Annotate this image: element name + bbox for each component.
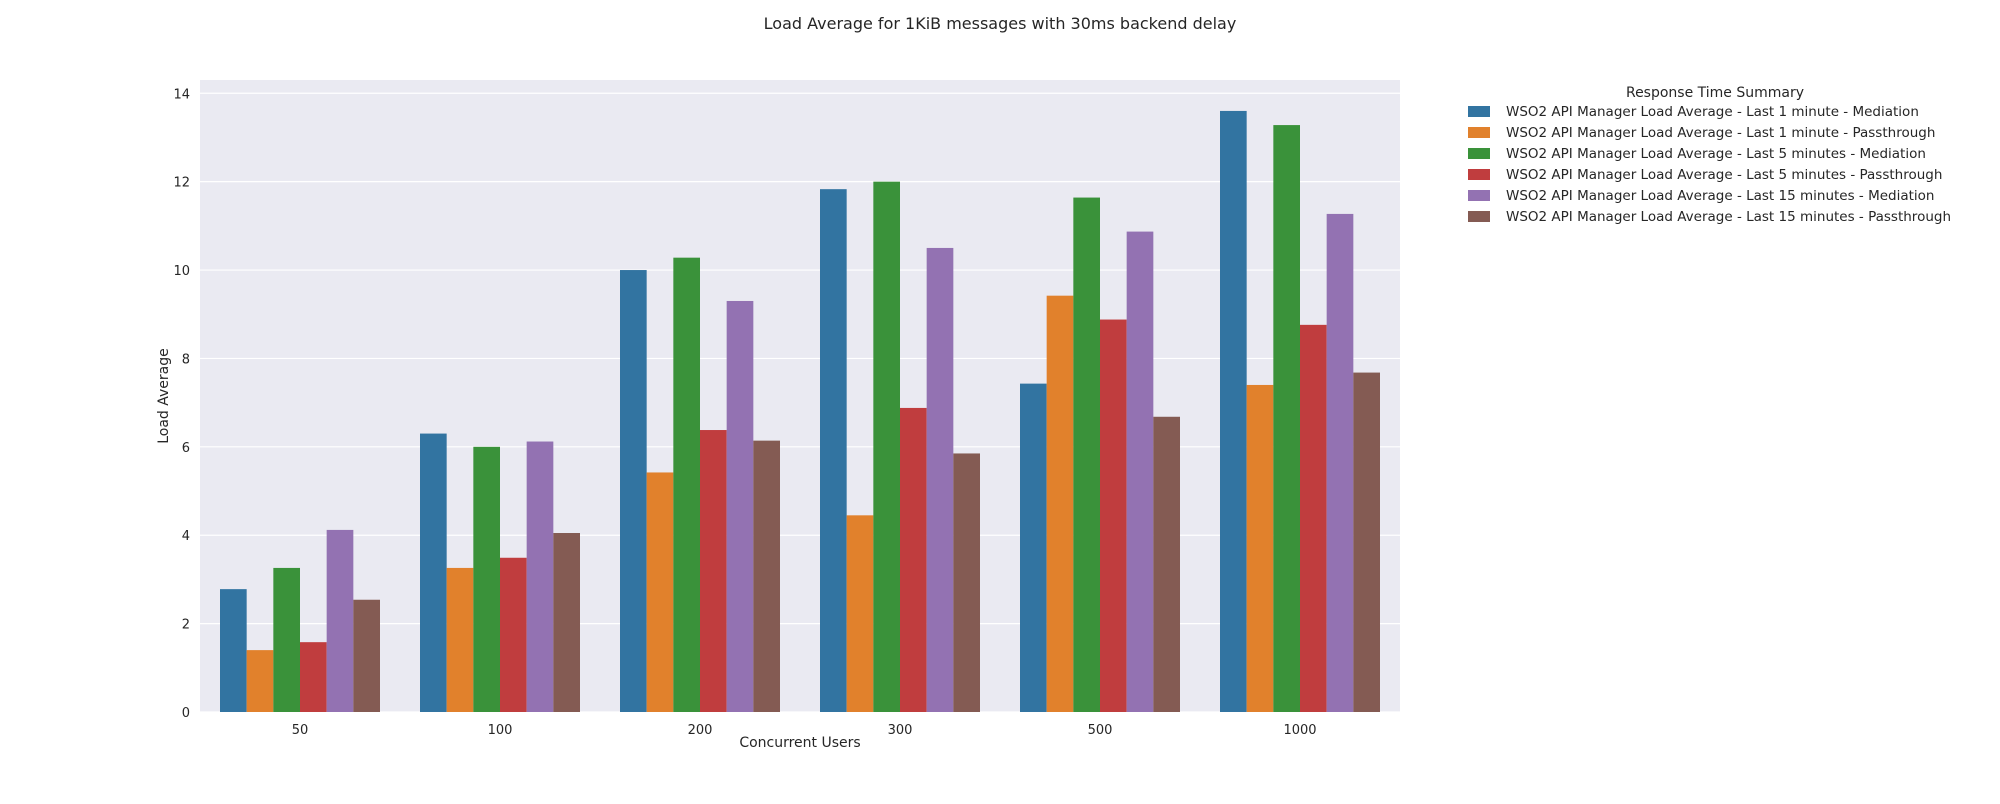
x-tick-label: 100 — [488, 723, 513, 738]
bar — [953, 453, 980, 712]
legend-swatch — [1468, 106, 1490, 117]
bar — [526, 441, 554, 712]
legend: Response Time Summary WSO2 API Manager L… — [1468, 85, 1951, 225]
y-tick-label: 2 — [182, 618, 190, 633]
legend-label: WSO2 API Manager Load Average - Last 15 … — [1506, 209, 1951, 225]
legend-swatch — [1468, 127, 1490, 138]
bar — [1326, 213, 1354, 713]
y-tick-label: 12 — [173, 176, 190, 191]
bar — [220, 589, 247, 712]
y-axis: 0 2 4 6 8 10 12 14 — [173, 87, 190, 721]
y-tick-label: 0 — [182, 706, 190, 721]
bar — [1020, 383, 1047, 712]
bar — [1126, 231, 1154, 712]
bar — [726, 300, 754, 712]
bar — [700, 430, 727, 712]
bar — [926, 247, 954, 712]
x-tick-label: 50 — [292, 723, 309, 738]
y-tick-label: 6 — [182, 441, 190, 456]
bar — [900, 407, 927, 712]
bar — [753, 440, 780, 712]
legend-swatch — [1468, 211, 1490, 222]
bar — [673, 257, 700, 712]
bar — [420, 433, 447, 712]
legend-label: WSO2 API Manager Load Average - Last 1 m… — [1506, 125, 1935, 141]
y-tick-label: 8 — [182, 352, 190, 367]
plot-background — [200, 80, 1400, 712]
legend-label: WSO2 API Manager Load Average - Last 5 m… — [1506, 146, 1926, 162]
y-tick-label: 4 — [182, 529, 190, 544]
legend-swatch — [1468, 190, 1490, 201]
bar — [246, 650, 274, 712]
bar — [820, 189, 847, 712]
x-axis-label: Concurrent Users — [739, 735, 860, 751]
bars — [220, 110, 1380, 713]
bar — [353, 599, 380, 712]
bar — [1073, 197, 1100, 712]
x-tick-label: 500 — [1088, 723, 1113, 738]
x-axis: 50 100 200 300 500 1000 — [292, 723, 1317, 738]
legend-label: WSO2 API Manager Load Average - Last 15 … — [1506, 188, 1935, 204]
legend-label: WSO2 API Manager Load Average - Last 5 m… — [1506, 167, 1942, 183]
y-axis-label: Load Average — [156, 348, 172, 444]
bar — [873, 181, 900, 713]
bar — [473, 446, 500, 712]
bar — [1353, 372, 1380, 712]
bar — [326, 529, 354, 712]
x-tick-label: 1000 — [1283, 723, 1316, 738]
legend-title: Response Time Summary — [1626, 85, 1804, 101]
bar — [1100, 319, 1127, 712]
bar — [1153, 416, 1180, 712]
bar — [1300, 324, 1327, 712]
gridlines — [200, 92, 1400, 713]
bar — [273, 567, 300, 712]
bar — [1273, 125, 1300, 713]
legend-label: WSO2 API Manager Load Average - Last 1 m… — [1506, 104, 1919, 120]
legend-items: WSO2 API Manager Load Average - Last 1 m… — [1468, 104, 1951, 225]
x-tick-label: 300 — [888, 723, 913, 738]
bar — [1246, 384, 1274, 712]
x-tick-label: 200 — [688, 723, 713, 738]
legend-swatch — [1468, 148, 1490, 159]
bar — [1046, 295, 1074, 712]
bar — [446, 567, 474, 712]
chart-title: Load Average for 1KiB messages with 30ms… — [764, 14, 1237, 33]
bar — [500, 557, 527, 712]
bar — [1220, 110, 1247, 712]
y-tick-label: 10 — [173, 264, 190, 279]
bar — [620, 270, 647, 712]
bar — [553, 533, 580, 712]
y-tick-label: 14 — [173, 87, 190, 102]
bar — [300, 642, 327, 712]
bar — [646, 472, 674, 712]
bar — [846, 515, 874, 712]
legend-swatch — [1468, 169, 1490, 180]
